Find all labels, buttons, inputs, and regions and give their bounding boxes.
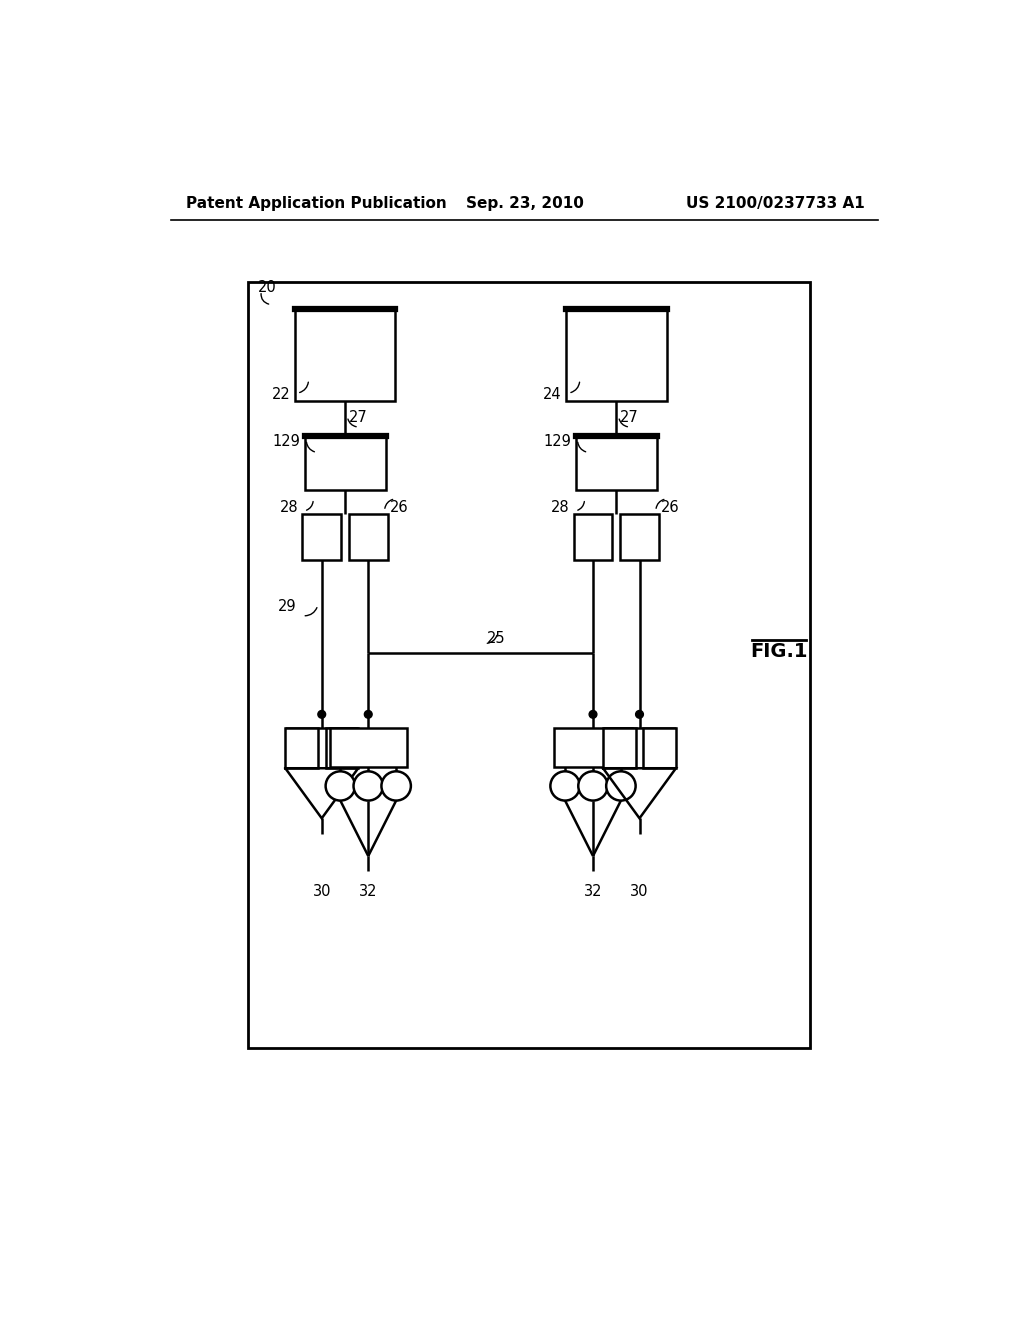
Text: Patent Application Publication: Patent Application Publication <box>186 195 446 211</box>
Bar <box>573 515 612 561</box>
Text: 29: 29 <box>279 599 297 614</box>
Circle shape <box>589 710 597 718</box>
Bar <box>575 436 657 490</box>
Circle shape <box>326 771 355 800</box>
Text: 129: 129 <box>272 434 300 449</box>
Bar <box>621 515 658 561</box>
Text: 26: 26 <box>662 500 680 516</box>
Bar <box>302 515 341 561</box>
Bar <box>554 729 632 767</box>
Bar <box>566 309 667 401</box>
Bar <box>603 729 636 768</box>
Bar <box>330 729 407 767</box>
Text: US 2100/0237733 A1: US 2100/0237733 A1 <box>685 195 864 211</box>
Text: Sep. 23, 2010: Sep. 23, 2010 <box>466 195 584 211</box>
Circle shape <box>606 771 636 800</box>
Text: 27: 27 <box>349 411 368 425</box>
Text: FIG.1: FIG.1 <box>751 642 808 661</box>
Bar <box>326 729 358 768</box>
Text: 32: 32 <box>584 884 602 899</box>
Text: 32: 32 <box>359 884 378 899</box>
Circle shape <box>636 710 643 718</box>
Text: 27: 27 <box>621 411 639 425</box>
Bar <box>248 281 810 1048</box>
Circle shape <box>353 771 383 800</box>
Text: 26: 26 <box>390 500 409 516</box>
Circle shape <box>317 710 326 718</box>
Text: 28: 28 <box>551 500 569 516</box>
Circle shape <box>381 771 411 800</box>
Circle shape <box>579 771 607 800</box>
Text: 30: 30 <box>312 884 331 899</box>
Text: 20: 20 <box>258 280 276 296</box>
Circle shape <box>365 710 372 718</box>
Bar <box>643 729 676 768</box>
Circle shape <box>550 771 580 800</box>
Text: 24: 24 <box>544 387 562 403</box>
Text: 25: 25 <box>486 631 506 647</box>
Text: 30: 30 <box>630 884 649 899</box>
Bar <box>349 515 388 561</box>
Text: 129: 129 <box>544 434 571 449</box>
Bar <box>295 309 395 401</box>
Bar <box>305 436 386 490</box>
Text: 28: 28 <box>280 500 299 516</box>
Bar <box>286 729 317 768</box>
Text: 22: 22 <box>272 387 291 403</box>
